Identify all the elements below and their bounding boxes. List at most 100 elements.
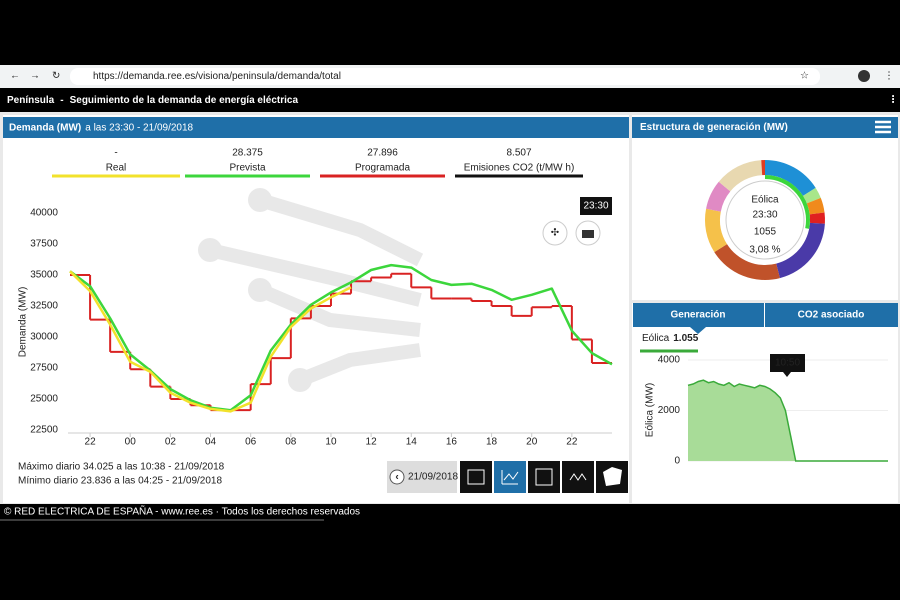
x-tick-label: 14: [406, 437, 418, 448]
heatmap-glyph: [569, 473, 587, 481]
y-tick-label: 37500: [30, 239, 58, 250]
list-icon[interactable]: [875, 120, 891, 134]
series-line: [69, 270, 352, 413]
chart-button[interactable]: [494, 461, 526, 493]
donut-segment: [718, 160, 763, 192]
forward-button[interactable]: →: [30, 71, 40, 82]
donut-segment: [704, 208, 728, 253]
selected-value: 1.055: [673, 333, 698, 344]
y-axis-label: Demanda (MW): [18, 287, 29, 358]
x-tick-label: 16: [446, 437, 458, 448]
stat-value: 8.507: [506, 148, 531, 159]
tooltip: [770, 354, 805, 372]
x-tick-label: 00: [125, 437, 137, 448]
inner-ring: [764, 175, 810, 229]
bookmark-star[interactable]: ☆: [800, 71, 809, 82]
stat-label: Real: [106, 163, 127, 174]
min-text: Mínimo diario 23.836 a las 04:25 - 21/09…: [18, 476, 222, 487]
table-button[interactable]: [528, 461, 560, 493]
page-menu[interactable]: ⋮: [888, 95, 898, 106]
title: Seguimiento de la demanda de energía elé…: [70, 95, 299, 106]
area-line: [687, 379, 888, 462]
y-tick-label: 35000: [30, 270, 58, 281]
donut-segment: [761, 160, 765, 176]
table-glyph: [535, 468, 553, 486]
tooltip-pointer: [783, 372, 791, 377]
x-tick-label: 06: [245, 437, 257, 448]
donut-segment: [802, 187, 821, 204]
donut-segment: [776, 222, 825, 279]
stat-value: -: [114, 148, 117, 159]
max-text: Máximo diario 34.025 a las 10:38 - 21/09…: [18, 462, 225, 473]
donut-value: 1055: [754, 227, 777, 238]
demand-panel-header: [3, 117, 629, 138]
donut-share: 3,08 %: [749, 245, 780, 256]
donut-segment: [809, 212, 826, 224]
x-tick-label: 10: [325, 437, 337, 448]
y-tick-label: 27500: [30, 363, 58, 374]
calendar-glyph: [467, 469, 485, 485]
heatmap-button[interactable]: [562, 461, 594, 493]
demand-title-line: Demanda (MW) a las 23:30 - 21/09/2018: [9, 122, 194, 133]
prev-date[interactable]: [389, 469, 405, 485]
separator: -: [60, 95, 63, 106]
back-button[interactable]: ←: [10, 71, 20, 82]
tab-co2-label: CO2 asociado: [798, 310, 865, 321]
tooltip-text: 23:30: [583, 201, 608, 212]
x-tick-label: 22: [566, 437, 578, 448]
x-tick-label: 02: [165, 437, 177, 448]
x-tick-label: 18: [486, 437, 498, 448]
stat-label: Programada: [355, 163, 410, 174]
donut-time: 23:30: [752, 210, 777, 221]
address-bar[interactable]: [70, 68, 820, 85]
tab-co2[interactable]: [765, 303, 898, 327]
calendar-button[interactable]: [460, 461, 492, 493]
reload-button[interactable]: ↻: [52, 71, 60, 82]
watermark: [198, 188, 424, 392]
chart-glyph: [501, 470, 519, 485]
wind-glyph: ✣: [551, 228, 559, 239]
stat-label: Prevista: [229, 163, 266, 174]
stat-value: 27.896: [367, 148, 398, 159]
y-tick-label: 25000: [30, 394, 58, 405]
y-tick-label: 32500: [30, 301, 58, 312]
tab-pointer: [690, 327, 706, 334]
x-tick-label: 22: [85, 437, 97, 448]
x-tick-label: 12: [366, 437, 378, 448]
donut-center: [725, 180, 805, 260]
x-tick-label: 04: [205, 437, 217, 448]
tooltip: [580, 197, 612, 215]
donut-name: Eólica: [751, 195, 779, 206]
menu-button[interactable]: ⋮: [884, 71, 894, 82]
area: [688, 380, 888, 461]
profile-icon[interactable]: [858, 70, 870, 82]
tab-generacion-label: Generación: [670, 310, 725, 321]
region: Península: [7, 95, 55, 106]
demand-subtitle: a las 23:30 - 21/09/2018: [85, 122, 193, 133]
x-tick-label: 08: [285, 437, 297, 448]
selected-name: Eólica: [642, 333, 670, 344]
tooltip-text: 10:50: [775, 358, 800, 369]
generation-panel-header: [632, 117, 898, 138]
wind-icon[interactable]: [542, 220, 568, 246]
y-tick-label: 0: [674, 456, 680, 467]
donut-segment: [706, 181, 731, 212]
map-glyph: [603, 467, 622, 486]
factory-glyph: [582, 230, 594, 238]
wind-y-label: Eólica (MW): [645, 383, 656, 437]
prev-arrow: ‹: [395, 472, 398, 483]
y-tick-label: 4000: [658, 355, 681, 366]
stat-label: Emisiones CO2 (t/MW h): [464, 163, 575, 174]
tab-generacion[interactable]: [633, 303, 764, 327]
date: 21/09/2018: [408, 472, 458, 483]
page-header: Península - Seguimiento de la demanda de e…: [7, 95, 298, 106]
donut-segment: [714, 244, 780, 280]
donut-segment: [765, 160, 816, 196]
series-line: [69, 263, 613, 412]
y-tick-label: 30000: [30, 332, 58, 343]
x-tick-label: 20: [526, 437, 538, 448]
y-tick-label: 2000: [658, 405, 681, 416]
selected-line: Eólica 1.055: [642, 333, 699, 344]
